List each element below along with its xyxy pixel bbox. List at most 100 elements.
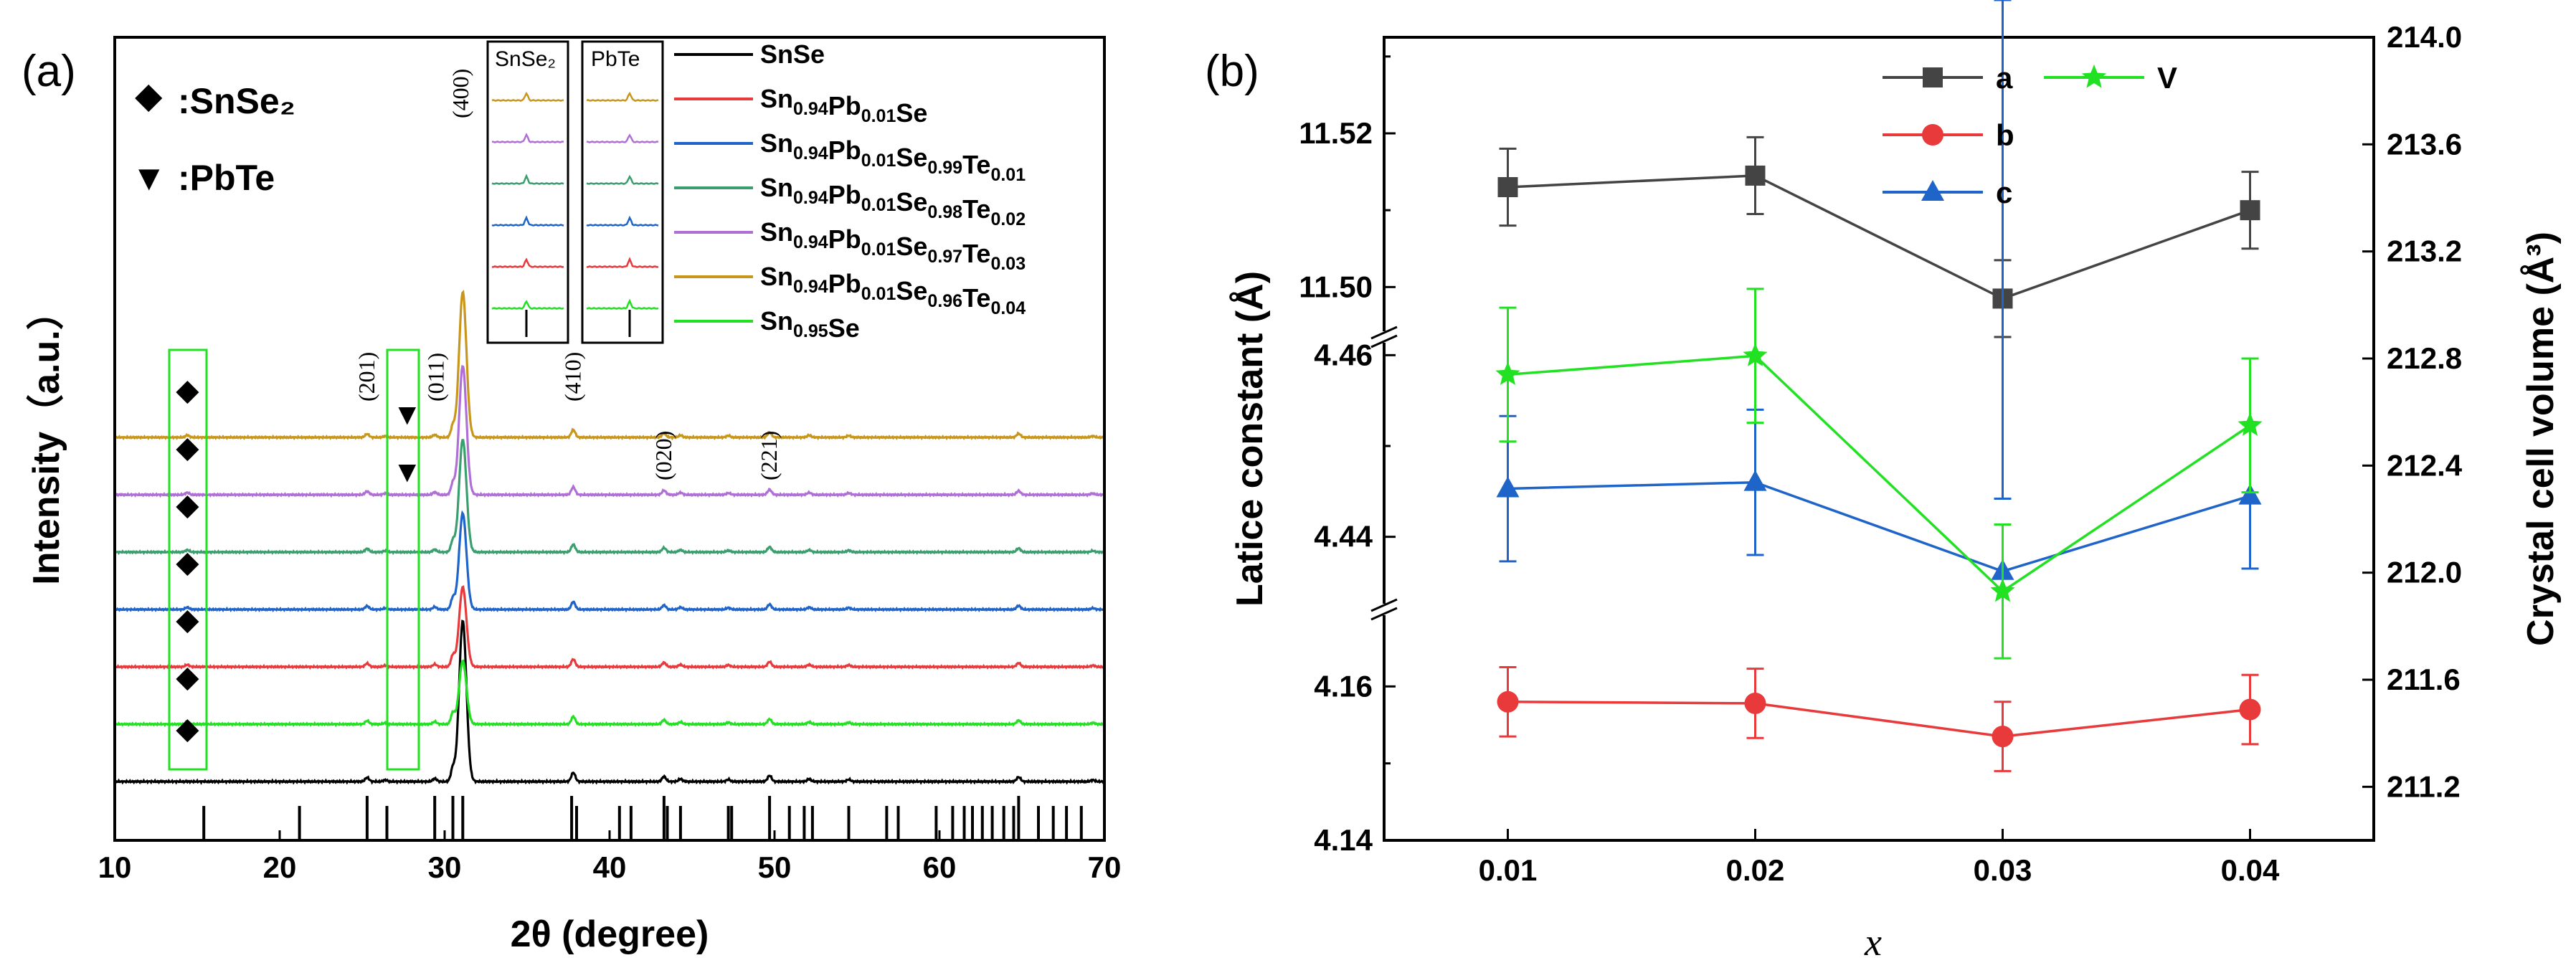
lattice-right-tick-label: 211.2: [2387, 769, 2461, 803]
lattice-left-tick-label: 11.52: [1299, 116, 1373, 150]
lattice-left-y-label: Latice constant (Å): [1229, 271, 1271, 607]
xrd-x-tick-label: 20: [263, 850, 297, 884]
lattice-x-tick-label: 0.01: [1479, 853, 1538, 887]
lattice-right-tick-label: 211.6: [2387, 663, 2461, 696]
reference-sticks: [202, 796, 1083, 840]
data-point-star: [1495, 361, 1520, 385]
data-point-square: [2240, 200, 2260, 221]
legend-subscript: 0.94: [793, 143, 828, 163]
lattice-right-y-label: Crystal cell volume (Å³): [2520, 232, 2562, 646]
legend-marker: [1921, 180, 1944, 201]
panel-b-label: (b): [1205, 47, 1259, 96]
inset-trace: [586, 91, 659, 102]
xrd-x-label: 2θ (degree): [511, 913, 709, 955]
xrd-x-tick-label: 10: [98, 850, 132, 884]
inset-pbte-traces: [586, 91, 659, 337]
series-line-V: [1507, 354, 2251, 594]
sn-se2-highlight-box: [168, 348, 208, 771]
lattice-x-tick-label: 0.02: [1726, 853, 1785, 887]
inset-sn-se2-traces: [491, 91, 564, 337]
data-point-star: [1990, 578, 2015, 602]
pbte-marker-icon: ▼: [392, 455, 422, 488]
diamond-icon: ◆: [176, 430, 199, 464]
legend-subscript: 0.01: [861, 284, 896, 304]
panel-a-label: (a): [22, 47, 76, 96]
legend-label: Sn0.94Pb0.01Se0.98Te0.02: [760, 173, 1026, 229]
legend-label: c: [1996, 176, 2012, 209]
lattice-x-tick-label: 0.04: [2221, 853, 2280, 887]
legend-subscript: 0.98: [927, 202, 962, 222]
lattice-right-tick-label: 214.0: [2387, 20, 2462, 54]
xrd-trace-SnSe: [115, 620, 1104, 785]
lattice-right-tick-label: 212.4: [2387, 448, 2463, 482]
lattice-right-tick-label: 213.6: [2387, 127, 2462, 161]
legend-label: Sn0.94Pb0.01Se0.99Te0.01: [760, 128, 1026, 185]
lattice-legend: a Vbc: [1883, 61, 2177, 209]
legend-subscript: 0.02: [990, 209, 1026, 229]
legend-element: Se: [896, 276, 927, 305]
legend-element: Te: [962, 283, 990, 313]
peak-labels: (201) (011) (400) (410) (020) (221): [354, 69, 782, 480]
legend-subscript: 0.01: [861, 106, 896, 126]
xrd-legend: SnSeSn0.94Pb0.01SeSn0.94Pb0.01Se0.99Te0.…: [674, 39, 1026, 343]
data-point-triangle: [1496, 476, 1520, 498]
data-point-square: [1497, 177, 1518, 197]
sn-se2-marker-label: :SnSe₂: [178, 81, 295, 121]
xrd-trace-Sn0.94Pb0.01Se0.99Te0.01: [115, 510, 1104, 613]
peak-label: (410): [559, 352, 585, 402]
pbte-highlight-box: [386, 348, 420, 771]
legend-subscript: 0.01: [861, 239, 896, 260]
data-point-star: [2238, 412, 2263, 436]
lattice-plot-frame: [1383, 36, 2375, 842]
legend-subscript: 0.94: [793, 232, 828, 252]
diamond-icon: ◆: [135, 75, 163, 115]
lattice-right-tick-label: 212.8: [2387, 341, 2462, 375]
lattice-x-label: x: [1864, 921, 1882, 964]
inset-trace: [586, 215, 659, 227]
legend-element: Pb: [828, 136, 861, 165]
xrd-trace-Sn0.94Pb0.01Se: [115, 585, 1104, 670]
lattice-right-tick-label: 212.0: [2387, 556, 2462, 589]
sn-se2-markers: ◆ ◆ ◆ ◆ ◆ ◆ ◆: [176, 373, 199, 745]
legend-element: Sn: [760, 128, 793, 158]
legend-element: Se: [896, 232, 927, 261]
xrd-x-ticks: 10 20 30 40 50 60 70: [98, 830, 1121, 884]
legend-element: Sn: [760, 217, 793, 247]
diamond-icon: ◆: [176, 488, 199, 521]
legend-element: Pb: [828, 269, 861, 298]
legend-label: SnSe: [760, 39, 825, 69]
legend-subscript: 0.01: [990, 165, 1026, 185]
lattice-series: [1495, 0, 2263, 772]
xrd-trace-Sn0.95Se: [115, 659, 1104, 728]
peak-label: (400): [448, 69, 473, 118]
legend-element: Se: [896, 98, 927, 128]
diamond-icon: ◆: [176, 711, 199, 745]
legend-element: Sn: [760, 306, 793, 336]
inset-trace: [586, 298, 659, 310]
lattice-x-tick-label: 0.03: [1974, 853, 2032, 887]
legend-element: Sn: [760, 262, 793, 291]
legend-label: V: [2157, 61, 2177, 95]
legend-element: Se: [896, 143, 927, 172]
data-point-star: [1743, 343, 1768, 366]
data-point-square: [1745, 165, 1766, 186]
axis-break-mark: [1370, 326, 1398, 340]
legend-subscript: 0.01: [861, 151, 896, 171]
legend-subscript: 0.97: [927, 247, 962, 267]
legend-element: Pb: [828, 224, 861, 254]
pbte-marker-label: :PbTe: [178, 158, 275, 198]
inset-trace: [491, 215, 564, 227]
inset-pbte: PbTe: [581, 40, 664, 344]
diamond-icon: ◆: [176, 602, 199, 636]
xrd-x-tick-label: 60: [923, 850, 957, 884]
legend-label: a: [1996, 61, 2013, 95]
lattice-left-tick-label: 11.50: [1299, 270, 1373, 303]
diamond-icon: ◆: [176, 373, 199, 407]
legend-element: Se: [896, 187, 927, 217]
xrd-traces: [115, 290, 1104, 785]
diamond-icon: ◆: [176, 545, 199, 579]
legend-label: Sn0.94Pb0.01Se: [760, 84, 927, 128]
legend-element: Pb: [828, 91, 861, 120]
legend-element: Se: [828, 313, 860, 343]
